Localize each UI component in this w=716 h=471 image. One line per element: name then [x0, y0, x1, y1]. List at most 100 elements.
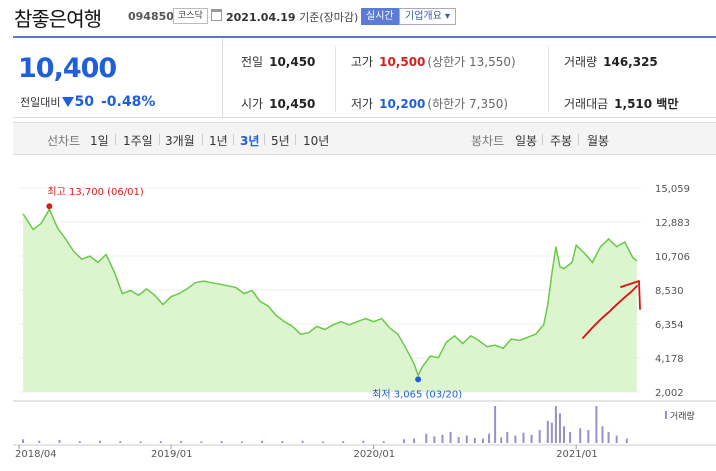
separator [115, 134, 116, 145]
volume-bar [99, 440, 102, 443]
volume-bar [601, 426, 604, 443]
realtime-button[interactable]: 실시간 [361, 8, 399, 25]
x-tick-label: 2018/04 [15, 449, 57, 460]
high-label: 최고 13,700 (06/01) [47, 186, 143, 198]
separator [295, 134, 296, 145]
day-low: 저가 10,200 (하한가 7,350) [351, 95, 508, 112]
volume-bar [220, 441, 223, 443]
day-high: 고가 10,500 (상한가 13,550) [351, 53, 516, 70]
volume-bar [530, 434, 533, 443]
volume-bar [625, 438, 628, 443]
period-1w[interactable]: 1주일 [123, 134, 153, 148]
separator [159, 134, 160, 145]
volume-bar [465, 435, 468, 443]
volume-bar [563, 426, 566, 443]
red-annotation-arrow [620, 280, 641, 310]
stock-header: 참좋은여행 094850 코스닥 2021.04.19 기준(장마감) 실시간 … [0, 0, 716, 34]
period-5y[interactable]: 5년 [271, 134, 290, 148]
price-line [22, 207, 638, 378]
volume-bar [558, 413, 561, 443]
day-high-label: 고가 [351, 55, 374, 69]
market-badge: 코스닥 [173, 8, 208, 24]
divider [335, 46, 336, 112]
separator [202, 134, 203, 145]
trade-amount-label: 거래대금 [564, 97, 609, 111]
period-3y[interactable]: 3년 [240, 134, 260, 148]
company-info-button[interactable]: 기업개요 ▾ [399, 8, 456, 25]
lower-limit: (하한가 7,350) [427, 97, 509, 111]
price-chart: 15,059 12,883 10,706 8,530 6,354 4,178 2,002 최고… [13, 156, 716, 471]
trade-amount: 거래대금 1,510 백만 [564, 95, 678, 112]
volume-bar [550, 422, 553, 443]
y-tick-label: 15,059 [655, 184, 690, 195]
current-price-box: 10,400 전일대비 50 -0.48% [13, 38, 223, 118]
volume-bar [200, 441, 203, 443]
volume: 거래량 146,325 [564, 53, 658, 70]
base-date: 2021.04.19 기준(장마감) [226, 9, 358, 25]
period-3m[interactable]: 3개월 [165, 134, 195, 148]
volume-bar [159, 441, 162, 443]
line-chart-label[interactable]: 선차트 [47, 134, 81, 148]
open-price: 시가 10,450 [241, 95, 315, 112]
separator [264, 134, 265, 145]
volume-bar [433, 436, 436, 443]
volume-bar [22, 439, 25, 443]
candle-chart-label[interactable]: 봉차트 [471, 134, 505, 148]
volume-bar [607, 431, 610, 443]
y-tick-label: 4,178 [655, 354, 684, 365]
volume-bar [595, 406, 598, 443]
volume-bar [402, 439, 405, 443]
red-annotation-stroke [582, 285, 638, 339]
volume-bar [538, 430, 541, 443]
volume-bar [500, 437, 503, 443]
volume-bar [342, 441, 345, 443]
period-1d[interactable]: 1일 [90, 134, 109, 148]
volume-bar [240, 441, 243, 443]
volume-bar [425, 433, 428, 443]
day-low-label: 저가 [351, 97, 374, 111]
y-tick-label: 6,354 [655, 320, 684, 331]
candle-monthly[interactable]: 월봉 [587, 134, 610, 148]
volume-bar [362, 440, 365, 443]
prev-close: 전일 10,450 [241, 53, 315, 70]
volume-bar [301, 440, 304, 443]
separator [233, 134, 234, 145]
volume-bar [457, 437, 460, 443]
date-suffix: 기준(장마감) [299, 11, 359, 24]
price-chart-svg: 15,059 12,883 10,706 8,530 6,354 4,178 2,002 최고… [13, 184, 716, 460]
volume-bar [546, 420, 549, 443]
volume-bar [58, 440, 61, 443]
volume-bar [78, 441, 81, 443]
volume-legend: 거래량 [670, 410, 695, 422]
company-name[interactable]: 참좋은여행 [14, 7, 102, 31]
volume-bar [473, 437, 476, 443]
divider [548, 46, 549, 112]
period-1y[interactable]: 1년 [209, 134, 228, 148]
low-marker [415, 376, 422, 383]
period-10y[interactable]: 10년 [303, 134, 330, 148]
candle-weekly[interactable]: 주봉 [550, 134, 573, 148]
volume-bar [587, 430, 590, 443]
low-label: 최저 3,065 (03/20) [372, 388, 462, 400]
candle-daily[interactable]: 일봉 [515, 134, 538, 148]
volume-bar [119, 441, 122, 443]
prev-close-label: 전일 [241, 55, 264, 69]
volume-bar [38, 440, 41, 443]
high-marker [46, 203, 53, 210]
volume-bar [522, 432, 525, 443]
day-high-value: 10,500 [379, 55, 426, 69]
y-tick-label: 12,883 [655, 218, 690, 229]
change-value: 50 [74, 94, 94, 110]
separator [542, 134, 543, 145]
change-percent: -0.48% [100, 94, 156, 110]
volume-bar [449, 431, 452, 443]
down-triangle-icon [62, 97, 75, 107]
volume-legend-swatch [665, 411, 667, 419]
open-value: 10,450 [269, 97, 316, 111]
upper-limit: (상한가 13,550) [427, 55, 516, 69]
volume-bar [488, 433, 491, 443]
open-label: 시가 [241, 97, 264, 111]
price-area [23, 209, 637, 392]
x-tick-label: 2020/01 [354, 449, 396, 460]
